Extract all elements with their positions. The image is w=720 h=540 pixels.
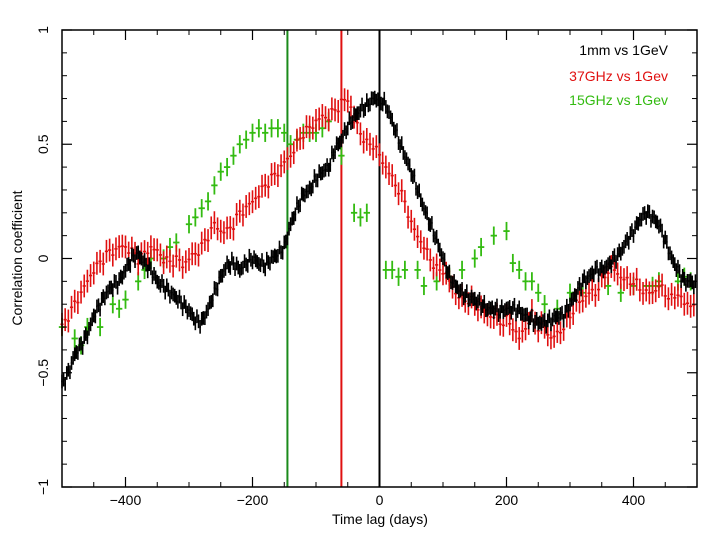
- x-tick-label: 0: [376, 492, 384, 508]
- legend-entry-1mm: 1mm vs 1GeV: [579, 42, 668, 58]
- data-series: [58, 86, 698, 391]
- lag-lines: [286, 30, 381, 487]
- y-tick-label: 1: [35, 26, 51, 34]
- y-tick-label: 0.5: [35, 134, 51, 154]
- legend-entry-15ghz: 15GHz vs 1Gev: [569, 92, 668, 108]
- y-tick-label: 0: [35, 254, 51, 262]
- y-tick-label: −1: [35, 479, 51, 495]
- legend-entry-37ghz: 37GHz vs 1Gev: [569, 68, 668, 84]
- axis-ticks: −400 −200 0 200 400 −1 −0.5 0 0.5 1: [35, 26, 698, 508]
- x-tick-label: −400: [110, 492, 142, 508]
- x-axis-title: Time lag (days): [332, 511, 428, 527]
- legend: 1mm vs 1GeV 37GHz vs 1Gev 15GHz vs 1Gev: [569, 42, 668, 108]
- y-axis-title: Correlation coefficient: [9, 190, 25, 325]
- x-tick-label: 400: [622, 492, 646, 508]
- x-tick-label: −200: [237, 492, 269, 508]
- x-tick-label: 200: [495, 492, 519, 508]
- y-tick-label: −0.5: [35, 359, 51, 387]
- series-1mm: [61, 86, 698, 391]
